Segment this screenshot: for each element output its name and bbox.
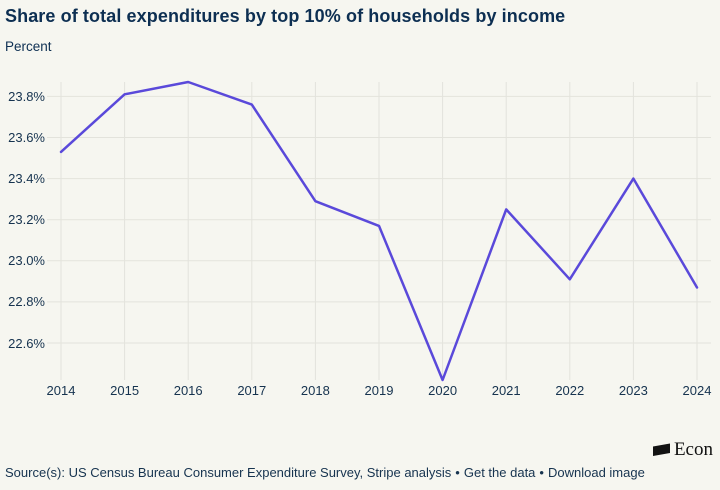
y-axis-unit-label: Percent bbox=[5, 39, 52, 54]
x-tick-label: 2020 bbox=[428, 383, 458, 398]
x-tick-label: 2019 bbox=[364, 383, 394, 398]
y-tick-label: 22.8% bbox=[8, 294, 45, 310]
y-tick-label: 22.6% bbox=[8, 335, 45, 351]
x-tick-label: 2018 bbox=[300, 383, 330, 398]
x-tick-label: 2016 bbox=[173, 383, 203, 398]
y-tick-label: 23.6% bbox=[8, 129, 45, 145]
source-line: Source(s): US Census Bureau Consumer Exp… bbox=[5, 465, 645, 480]
separator-bullet: • bbox=[455, 465, 460, 480]
y-tick-label: 23.2% bbox=[8, 212, 45, 228]
x-tick-label: 2014 bbox=[46, 383, 76, 398]
get-the-data-link[interactable]: Get the data bbox=[463, 465, 536, 480]
brand-logo: Econ bbox=[652, 439, 713, 460]
source-text: Source(s): US Census Bureau Consumer Exp… bbox=[5, 465, 452, 480]
brand-mark-icon bbox=[652, 443, 670, 456]
download-image-link[interactable]: Download image bbox=[547, 465, 645, 480]
trend-line bbox=[59, 80, 699, 382]
x-tick-label: 2021 bbox=[491, 383, 521, 398]
separator-bullet: • bbox=[539, 465, 544, 480]
x-tick-label: 2024 bbox=[682, 383, 712, 398]
y-tick-label: 23.0% bbox=[8, 253, 45, 269]
x-tick-label: 2023 bbox=[618, 383, 648, 398]
x-tick-label: 2015 bbox=[110, 383, 140, 398]
y-tick-label: 23.4% bbox=[8, 171, 45, 187]
x-tick-label: 2022 bbox=[555, 383, 585, 398]
y-tick-label: 23.8% bbox=[8, 88, 45, 104]
brand-name: Econ bbox=[673, 439, 713, 460]
x-tick-label: 2017 bbox=[237, 383, 267, 398]
chart-title: Share of total expenditures by top 10% o… bbox=[5, 6, 566, 26]
